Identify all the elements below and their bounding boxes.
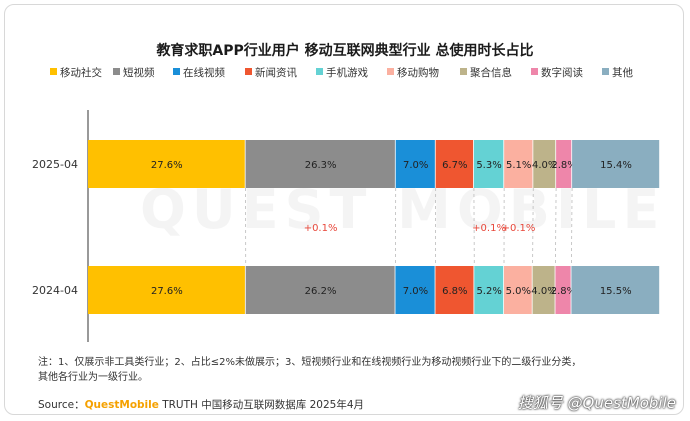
- legend-item: 短视频: [113, 66, 155, 79]
- legend-label: 移动购物: [397, 66, 439, 79]
- data-label: 5.1%: [506, 160, 531, 171]
- category-label: 2024-04: [32, 284, 78, 297]
- data-label: 15.4%: [600, 160, 632, 171]
- change-label: +0.1%: [502, 223, 536, 234]
- legend-item: 新闻资讯: [245, 66, 297, 79]
- footnote-line-1: 注：1、仅展示非工具类行业；2、占比≤2%未做展示；3、短视频行业和在线视频行业…: [38, 357, 582, 368]
- bar-segment: [571, 266, 660, 314]
- legend-swatch: [387, 68, 394, 75]
- legend-swatch: [531, 68, 538, 75]
- bar-segment: [504, 266, 532, 314]
- data-label: 5.2%: [476, 286, 501, 297]
- legend-swatch: [460, 68, 467, 75]
- bar-segment: [88, 266, 245, 314]
- legend-item: 在线视频: [173, 66, 225, 79]
- legend-item: 数字阅读: [531, 66, 583, 79]
- legend-label: 短视频: [123, 66, 155, 79]
- legend: 移动社交 短视频 在线视频 新闻资讯 手机游戏 移动购物 聚合信息 数字阅读 其他: [50, 66, 633, 79]
- legend-item: 移动购物: [387, 66, 439, 79]
- footnote: 注：1、仅展示非工具类行业；2、占比≤2%未做展示；3、短视频行业和在线视频行业…: [38, 355, 668, 385]
- bar-segment: [556, 140, 572, 188]
- bars: 2025-04 27.6% 26.3% 7.0% 6.7% 5.3% 5.1% 4.0%2.8…: [32, 140, 660, 314]
- data-label: 4.0%: [532, 160, 557, 171]
- chart-frame: [4, 4, 684, 415]
- legend-label: 聚合信息: [470, 66, 512, 79]
- legend-label: 移动社交: [60, 66, 102, 79]
- connector-line: [571, 187, 573, 267]
- data-label: 2.8%: [551, 286, 576, 297]
- connector-line: [532, 187, 534, 267]
- legend-swatch: [602, 68, 609, 75]
- legend-swatch: [316, 68, 323, 75]
- data-label: 5.0%: [506, 286, 531, 297]
- data-label: 5.3%: [476, 160, 501, 171]
- bar-segment: [435, 140, 474, 188]
- legend-swatch: [113, 68, 120, 75]
- legend-label: 其他: [612, 66, 633, 79]
- legend-label: 数字阅读: [541, 66, 583, 79]
- data-label: 7.0%: [403, 286, 428, 297]
- bar-segment: [395, 140, 435, 188]
- change-label: +0.1%: [472, 223, 506, 234]
- source-prefix: Source：: [38, 399, 85, 411]
- legend-item: 手机游戏: [316, 66, 368, 79]
- data-label: 27.6%: [151, 160, 183, 171]
- bar-segment: [504, 140, 533, 188]
- source-brand: QuestMobile: [84, 399, 159, 411]
- legend-swatch: [245, 68, 252, 75]
- data-label: 4.0%: [531, 286, 556, 297]
- source-line: Source：QuestMobile TRUTH 中国移动互联网数据库 2025…: [38, 397, 364, 412]
- legend-swatch: [50, 68, 57, 75]
- bar-segment: [533, 140, 556, 188]
- legend-item: 移动社交: [50, 66, 102, 79]
- data-label: 27.6%: [151, 286, 183, 297]
- bar-segment: [532, 266, 555, 314]
- connector-line: [555, 187, 557, 267]
- sohu-watermark: 搜狐号 @QuestMobile: [517, 394, 676, 412]
- legend-swatch: [173, 68, 180, 75]
- data-label: 2.8%: [551, 160, 576, 171]
- bar-segment: [245, 266, 395, 314]
- bar-segment: [435, 266, 474, 314]
- data-label: 26.3%: [305, 160, 337, 171]
- bar-segment: [473, 140, 504, 188]
- category-label: 2025-04: [32, 158, 78, 171]
- footnote-line-2: 其他各行业为一级行业。: [38, 372, 148, 383]
- legend-label: 在线视频: [183, 66, 225, 79]
- bar-segment: [555, 266, 571, 314]
- change-label: +0.1%: [304, 223, 338, 234]
- legend-item: 聚合信息: [460, 66, 512, 79]
- bar-segment: [474, 266, 504, 314]
- chart-title: 教育求职APP行业用户 移动互联网典型行业 总使用时长占比: [156, 43, 534, 59]
- data-label: 6.7%: [442, 160, 467, 171]
- source-rest: TRUTH 中国移动互联网数据库 2025年4月: [158, 399, 364, 411]
- bar-segment: [395, 266, 435, 314]
- legend-label: 新闻资讯: [255, 66, 297, 79]
- background-watermark: QUEST MOBILE: [140, 178, 690, 241]
- data-label: 15.5%: [600, 286, 632, 297]
- stacked-bar-chart: 移动社交 短视频 在线视频 新闻资讯 手机游戏 移动购物 聚合信息 数字阅读 其他 2025-0…: [32, 66, 660, 342]
- bar-segment: [245, 140, 395, 188]
- bar-segment: [572, 140, 660, 188]
- data-label: 26.2%: [305, 286, 337, 297]
- legend-item: 其他: [602, 66, 633, 79]
- data-label: 6.8%: [442, 286, 467, 297]
- legend-label: 手机游戏: [326, 66, 368, 79]
- bar-segment: [88, 140, 245, 188]
- data-label: 7.0%: [403, 160, 428, 171]
